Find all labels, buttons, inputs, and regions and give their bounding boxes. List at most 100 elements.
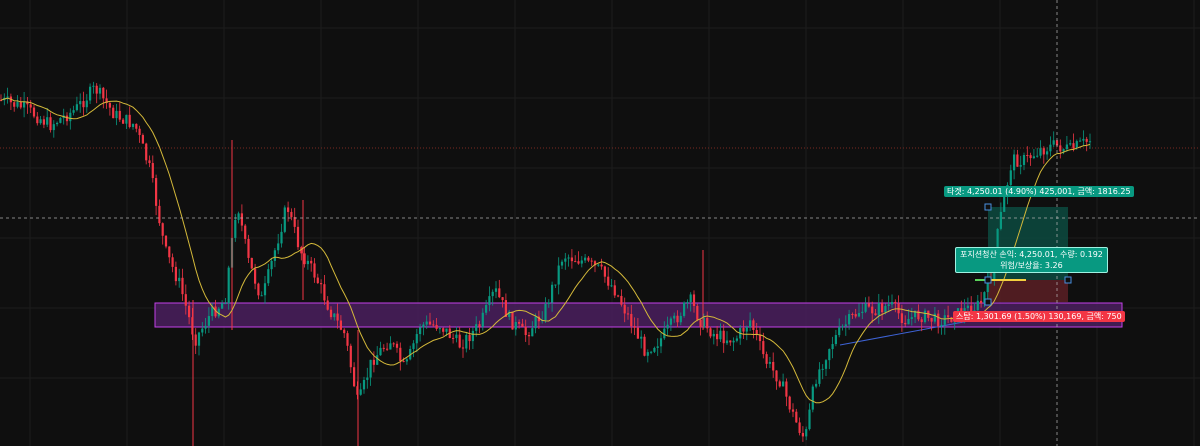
target-label[interactable]: 타겟: 4,250.01 (4.90%) 425,001, 금액: 1816.2…	[944, 186, 1134, 197]
candle-body	[287, 207, 290, 212]
candle-body	[607, 276, 610, 286]
candle-body	[610, 285, 613, 287]
candle-body	[1039, 148, 1042, 156]
candle-body	[1032, 156, 1035, 159]
candle-body	[580, 260, 583, 264]
candle-body	[560, 261, 564, 266]
candle-body	[725, 340, 729, 344]
candle-body	[518, 321, 521, 324]
candle-body	[795, 411, 798, 423]
candle-body	[547, 302, 550, 304]
candle-body	[755, 329, 758, 335]
candle-body	[178, 277, 181, 282]
candle-body	[735, 338, 738, 341]
candle-body	[6, 96, 9, 98]
candle-body	[412, 343, 415, 349]
candle-body	[923, 310, 927, 323]
position-handle[interactable]	[984, 298, 992, 306]
candle-body	[382, 347, 385, 349]
candle-body	[277, 243, 280, 251]
candle-body	[148, 160, 151, 164]
candle-body	[349, 345, 352, 368]
candle-body	[749, 320, 752, 327]
candle-body	[636, 327, 639, 339]
candle-body	[250, 257, 253, 269]
stop-label[interactable]: 스탑: 1,301.69 (1.50%) 130,169, 금액: 750	[953, 311, 1125, 322]
candle-body	[676, 315, 679, 323]
position-handle[interactable]	[984, 276, 992, 284]
candle-body	[1016, 154, 1019, 167]
candle-body	[937, 313, 940, 327]
candle-body	[851, 314, 854, 316]
position-handles[interactable]	[984, 203, 1072, 306]
candle-body	[75, 104, 78, 111]
candle-body	[168, 246, 171, 258]
candle-body	[280, 231, 283, 244]
candle-body	[841, 326, 844, 328]
trendline[interactable]	[839, 317, 986, 346]
candle-body	[587, 257, 590, 261]
position-handle[interactable]	[1064, 276, 1072, 284]
candle-body	[13, 102, 16, 107]
candle-body	[1062, 149, 1065, 152]
candle-body	[831, 344, 834, 350]
candle-body	[336, 313, 339, 321]
candle-body	[395, 343, 399, 348]
candle-body	[633, 326, 636, 328]
candle-body	[511, 311, 514, 330]
candle-body	[415, 334, 418, 344]
candle-body	[1019, 164, 1022, 167]
candle-body	[854, 314, 857, 317]
candle-body	[445, 328, 448, 332]
candle-body	[884, 305, 887, 313]
candle-body	[316, 277, 319, 284]
candle-body	[765, 354, 768, 364]
candle-body	[646, 352, 649, 356]
candle-body	[425, 321, 428, 325]
candle-body	[805, 429, 808, 437]
candle-body	[376, 355, 379, 365]
candle-body	[890, 301, 894, 305]
candle-body	[138, 128, 141, 136]
position-label[interactable]: 포지션청산 손익: 4,250.01, 수량: 0.192 위험/보상율: 3.…	[955, 247, 1108, 273]
candle-body	[544, 303, 547, 321]
candle-body	[966, 305, 969, 309]
candle-body	[1065, 144, 1068, 150]
stop-zone[interactable]	[988, 280, 1068, 302]
candle-body	[702, 317, 705, 328]
candle-body	[128, 114, 131, 127]
candle-body	[742, 328, 745, 332]
candle-body	[191, 317, 194, 335]
candle-body	[597, 264, 600, 266]
candle-body	[570, 257, 573, 262]
candle-body	[785, 381, 788, 397]
candle-body	[834, 335, 837, 345]
candle-body	[257, 283, 260, 296]
candle-body	[907, 318, 910, 325]
candle-body	[1046, 151, 1049, 155]
candle-body	[1069, 143, 1072, 145]
candle-body	[1072, 143, 1075, 149]
candle-body	[894, 301, 897, 304]
candle-body	[359, 389, 362, 395]
candle-body	[131, 123, 135, 127]
position-handle[interactable]	[984, 203, 992, 211]
candle-body	[976, 300, 979, 311]
candle-body	[197, 332, 201, 346]
candle-body	[296, 226, 300, 248]
candle-body	[1052, 140, 1055, 145]
candle-body	[696, 305, 699, 320]
candle-body	[79, 101, 82, 105]
candle-body	[211, 306, 214, 317]
candle-body	[527, 335, 531, 337]
candle-body	[59, 118, 62, 123]
candle-body	[534, 316, 537, 329]
position-label-line1: 포지션청산 손익: 4,250.01, 수량: 0.192	[960, 250, 1103, 259]
candle-body	[494, 288, 498, 292]
candles	[0, 81, 1092, 446]
candle-body	[838, 327, 841, 336]
candle-body	[435, 324, 438, 329]
candle-body	[719, 330, 722, 340]
